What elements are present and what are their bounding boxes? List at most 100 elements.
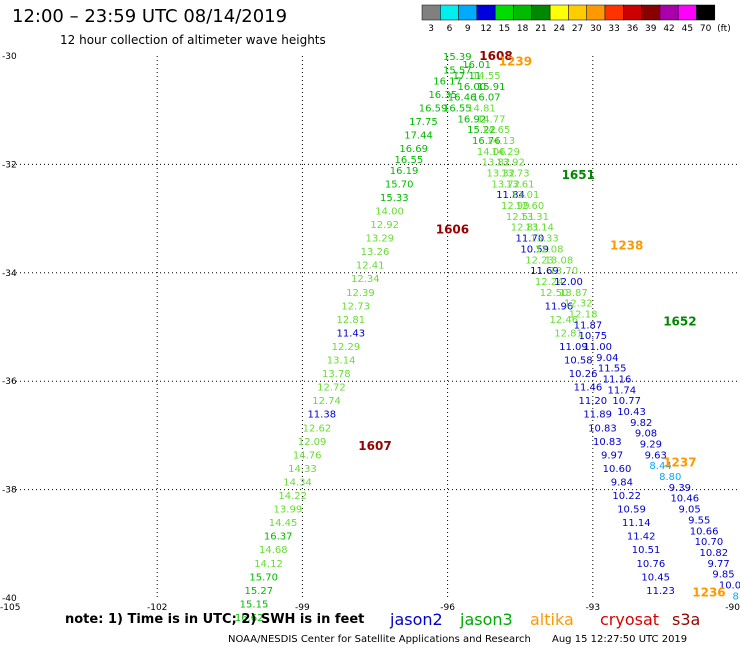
wave-height-label: 12.81 [336, 315, 365, 326]
wave-height-label: 15.57 [443, 66, 472, 77]
wave-height-label: 11.16 [603, 374, 632, 385]
wave-height-label: 13.31 [520, 212, 549, 223]
colorbar-swatch [458, 4, 478, 21]
wave-height-label: 15.91 [477, 82, 506, 93]
footer-note: note: 1) Time is in UTC; 2) SWH is in fe… [65, 612, 365, 627]
pass-time-label: 1608 [479, 49, 512, 63]
wave-height-label: 12.60 [516, 201, 545, 212]
wave-height-label: 12.81 [511, 223, 540, 234]
y-tick-label: -36 [2, 377, 17, 387]
wave-height-label: 14.12 [254, 559, 283, 570]
pass-time-label: 1652 [663, 315, 696, 329]
wave-height-label: 15.70 [249, 572, 278, 583]
wave-height-label: 12.81 [554, 328, 583, 339]
wave-height-label: 11.09 [559, 342, 588, 353]
pass-time-label: 1239 [499, 54, 532, 68]
wave-height-label: 16.62 [235, 613, 264, 624]
wave-height-label: 16.76 [472, 136, 501, 147]
colorbar-label: 6 [447, 24, 453, 34]
colorbar-label: 36 [627, 24, 639, 34]
wave-height-label: 10.60 [603, 464, 632, 475]
page-title: 12:00 – 23:59 UTC 08/14/2019 [12, 6, 288, 27]
wave-height-label: 14.34 [283, 477, 312, 488]
wave-height-label: 10.43 [617, 407, 646, 418]
colorbar-swatch [549, 4, 569, 21]
wave-height-label: 10.59 [617, 505, 646, 516]
wave-height-label: 11.42 [627, 532, 656, 543]
wave-height-label: 12.46 [549, 315, 578, 326]
wave-height-label: 13.70 [549, 266, 578, 277]
wave-height-label: 10.26 [569, 369, 598, 380]
wave-height-label: 12.09 [298, 437, 327, 448]
colorbar-label: 30 [590, 24, 602, 34]
wave-height-label: 8.9 [732, 591, 740, 602]
x-tick-label: -90 [725, 603, 740, 613]
wave-height-label: 13.72 [491, 179, 520, 190]
wave-height-label: 9.04 [596, 353, 618, 364]
wave-height-label: 12.32 [564, 299, 593, 310]
wave-height-label: 13.01 [511, 190, 540, 201]
colorbar-swatch [421, 4, 441, 21]
colorbar-swatch [604, 4, 624, 21]
wave-height-label: 11.55 [598, 364, 627, 375]
wave-height-label: 11.84 [496, 190, 525, 201]
wave-height-label: 9.55 [688, 515, 710, 526]
wave-height-label: 12.50 [540, 288, 569, 299]
wave-height-label: 10.45 [641, 572, 670, 583]
wave-height-label: 13.14 [327, 356, 356, 367]
wave-height-label: 14.65 [482, 125, 511, 136]
wave-height-label: 9.05 [678, 505, 700, 516]
colorbar-swatch [659, 4, 679, 21]
axis-ticks: -30 -32 -34 -36 -38 -40-105 -102 -99 -96 -93 -90 [0, 52, 740, 613]
wave-height-label: 12.51 [506, 212, 535, 223]
wave-height-label: 13.92 [496, 158, 525, 169]
time-labels: 1606160716081239123812371236165116521653 [358, 49, 725, 600]
wave-height-label: 10.70 [695, 537, 724, 548]
y-tick-label: -38 [2, 486, 17, 496]
wave-height-label: 11.00 [583, 342, 612, 353]
wave-height-label: 11.87 [574, 320, 603, 331]
wave-height-label: 16.00 [457, 82, 486, 93]
colorbar-label: 18 [517, 24, 529, 34]
colorbar-label: 45 [682, 24, 693, 34]
wave-height-label: 11.74 [608, 385, 637, 396]
wave-height-label: 15.33 [380, 193, 409, 204]
wave-height-label: 13.26 [361, 247, 390, 258]
wave-height-label: 11.20 [578, 396, 607, 407]
wave-height-label: 12.62 [303, 423, 332, 434]
wave-height-label: 9.82 [630, 418, 652, 429]
pass-time-label: 1237 [663, 456, 696, 470]
legend-cryosat: cryosat [600, 610, 660, 629]
y-tick-label: -40 [2, 594, 17, 604]
wave-height-label: 13.08 [545, 255, 574, 266]
colorbar-label: (ft) [717, 24, 731, 34]
colorbar-label: 33 [608, 24, 619, 34]
wave-height-label: 16.46 [448, 93, 477, 104]
colorbar-label: 70 [700, 24, 712, 34]
wave-height-label: 10.58 [564, 356, 593, 367]
wave-height-label: 13.78 [322, 369, 351, 380]
wave-height-label: 10.59 [520, 244, 549, 255]
wave-height-label: 11.46 [574, 383, 603, 394]
wave-height-label: 16.55 [395, 155, 424, 166]
colorbar-swatch [476, 4, 496, 21]
wave-height-label: 14.33 [288, 464, 317, 475]
pass-time-label: 1606 [436, 222, 469, 236]
wave-height-label: 10.76 [637, 559, 666, 570]
colorbar-swatch [623, 4, 642, 21]
wave-height-label: 16.55 [443, 103, 472, 114]
wave-height-label: 16.35 [428, 90, 457, 101]
legend-altika: altika [530, 610, 574, 629]
wave-height-label: 11.43 [336, 328, 365, 339]
wave-height-label: 10.83 [588, 423, 617, 434]
wave-height-label: 9.63 [645, 450, 667, 461]
wave-height-label: 9.97 [601, 450, 623, 461]
colorbar-swatch [696, 4, 716, 21]
wave-height-label: 14.00 [375, 206, 404, 217]
pass-time-label: 1607 [358, 439, 391, 453]
colorbar-label: 21 [535, 24, 546, 34]
x-tick-label: -99 [295, 603, 310, 613]
colorbar-swatch [677, 4, 697, 21]
wave-height-label: 9.08 [635, 429, 657, 440]
